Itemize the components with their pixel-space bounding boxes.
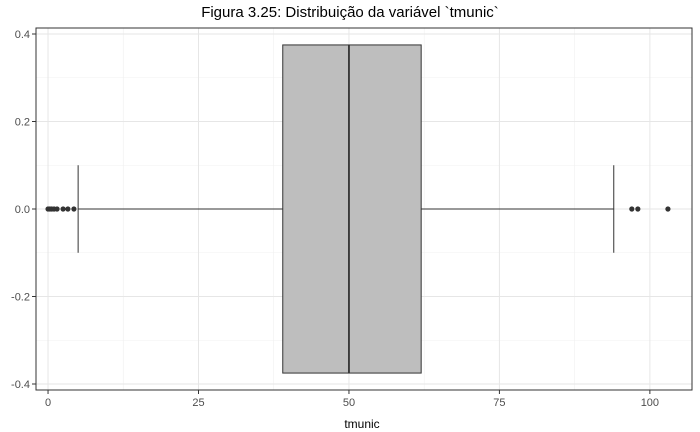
chart-marks <box>45 44 671 374</box>
chart-title: Figura 3.25: Distribuição da variável `t… <box>201 4 499 21</box>
x-tick-label: 100 <box>641 397 659 409</box>
outlier-point <box>635 206 641 212</box>
y-tick-label: -0.4 <box>11 379 30 391</box>
y-tick-label: 0.0 <box>15 204 30 216</box>
outlier-point <box>665 206 671 212</box>
y-tick-label: 0.4 <box>15 29 30 41</box>
outlier-point <box>629 206 635 212</box>
x-tick-label: 25 <box>192 397 204 409</box>
x-tick-label: 50 <box>343 397 355 409</box>
panel-border <box>35 27 693 391</box>
y-tick-label: -0.2 <box>11 292 30 304</box>
x-tick-label: 75 <box>493 397 505 409</box>
iqr-box <box>282 44 422 374</box>
x-tick-label: 0 <box>45 397 51 409</box>
x-axis-title: tmunic <box>344 417 379 431</box>
outlier-point <box>54 206 60 212</box>
outlier-point <box>60 206 66 212</box>
outlier-point <box>65 206 71 212</box>
outlier-point <box>71 206 77 212</box>
axes: 0 25 50 75 100 -0.4 -0.2 0.0 0.2 0.4 <box>11 27 693 409</box>
y-tick-label: 0.2 <box>15 117 30 129</box>
